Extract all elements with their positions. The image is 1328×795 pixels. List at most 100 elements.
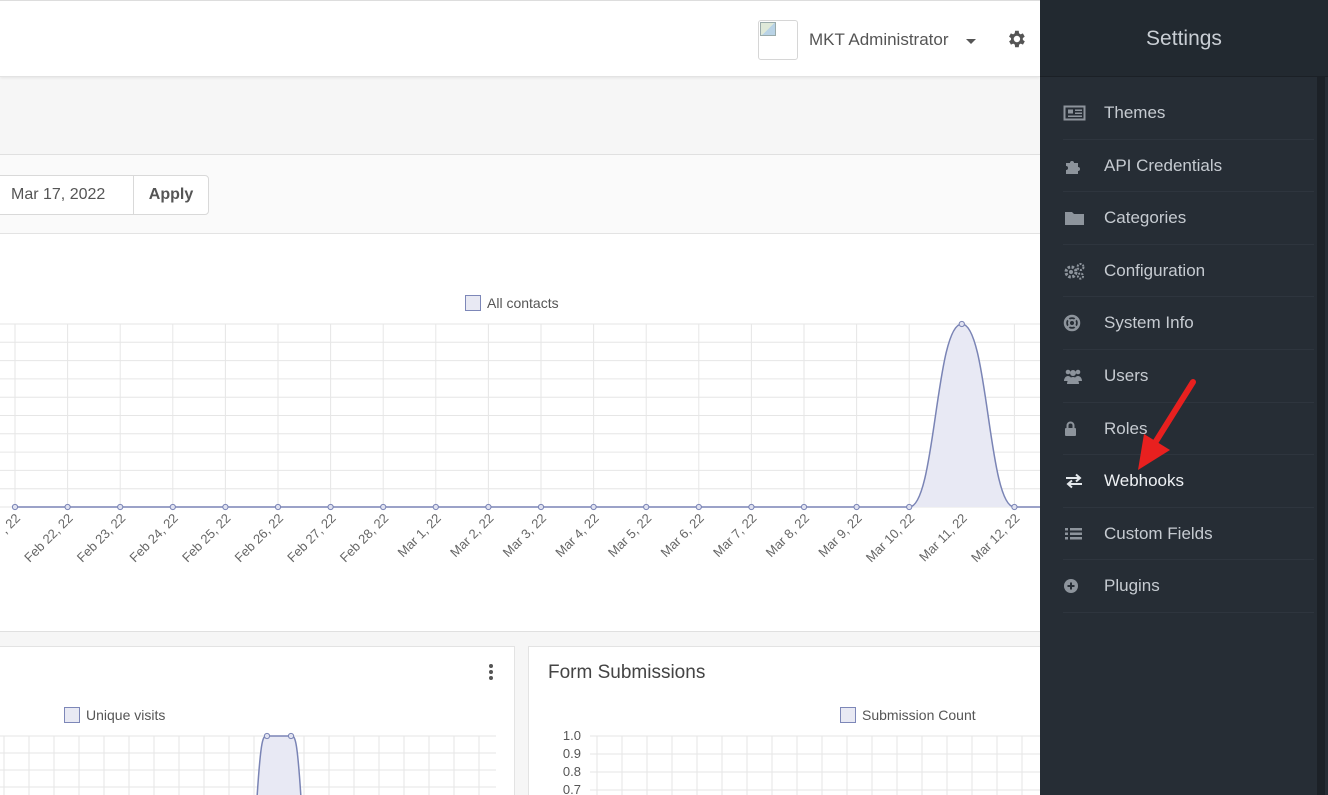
user-menu-name[interactable]: MKT Administrator: [809, 30, 949, 49]
broken-image-icon: [760, 22, 776, 36]
settings-item-system-info[interactable]: System Info: [1063, 297, 1314, 350]
data-point: [748, 503, 755, 511]
settings-item-label: Custom Fields: [1104, 523, 1213, 543]
data-point: [274, 503, 282, 511]
settings-title: Settings: [1146, 27, 1222, 50]
data-point: [117, 503, 124, 511]
visits-chart: [0, 732, 496, 795]
data-point: [695, 503, 702, 511]
x-tick-label: Mar 7, 22: [710, 511, 759, 560]
apply-button[interactable]: Apply: [133, 175, 209, 215]
chart-legend[interactable]: All contacts: [465, 295, 559, 311]
data-point: [11, 503, 19, 511]
x-tick-label: Mar 10, 22: [863, 511, 918, 566]
visits-grid: [0, 735, 496, 795]
lock-icon: [1065, 421, 1076, 436]
x-tick-label: Mar 9, 22: [815, 511, 864, 560]
panel-title: Form Submissions: [548, 662, 706, 683]
y-tick-label: 0.9: [563, 746, 581, 761]
legend-label: All contacts: [487, 295, 559, 311]
settings-header: Settings: [1040, 0, 1328, 77]
x-tick-label: Feb 23, 22: [74, 511, 129, 566]
legend-swatch: [465, 295, 481, 311]
x-tick-label: Feb 26, 22: [232, 511, 287, 566]
x-tick-label: Mar 4, 22: [552, 511, 601, 560]
data-point: [800, 503, 808, 511]
x-tick-label: Mar 1, 22: [394, 511, 443, 560]
settings-item-label: Configuration: [1104, 260, 1206, 280]
legend-swatch: [840, 707, 856, 723]
x-tick-label: Mar 5, 22: [605, 511, 654, 560]
x-tick-label: Mar 6, 22: [657, 511, 706, 560]
page-subheader: [0, 78, 1040, 155]
data-point: [64, 503, 71, 511]
exchange-icon: [1066, 473, 1082, 489]
settings-item-users[interactable]: Users: [1063, 350, 1314, 403]
x-tick-label: Mar 11, 22: [916, 511, 970, 565]
y-tick-label: 0.7: [563, 782, 581, 795]
x-tick-label: Mar 2, 22: [447, 511, 496, 560]
settings-item-themes[interactable]: Themes: [1063, 87, 1314, 140]
visits-area: [256, 735, 302, 795]
x-tick-label: Mar 12, 22: [968, 511, 1023, 566]
x-tick-label: Feb 22, 22: [21, 511, 76, 566]
series-area: [15, 324, 1040, 507]
data-point: [1011, 503, 1018, 511]
caret-down-icon[interactable]: [966, 39, 976, 44]
settings-scrollbar[interactable]: [1317, 77, 1325, 795]
settings-item-label: System Info: [1104, 313, 1194, 333]
chart-grid: [0, 323, 1040, 508]
settings-item-plugins[interactable]: Plugins: [1063, 560, 1314, 613]
settings-item-label: Categories: [1104, 208, 1187, 228]
settings-item-label: Themes: [1104, 103, 1166, 122]
x-tick-label: , 22: [0, 511, 23, 537]
settings-item-categories[interactable]: Categories: [1063, 192, 1314, 245]
data-point: [380, 503, 387, 511]
visits-legend[interactable]: Unique visits: [64, 707, 165, 723]
settings-item-label: Plugins: [1104, 576, 1160, 596]
legend-swatch: [64, 707, 80, 723]
data-point: [537, 503, 545, 511]
settings-item-webhooks[interactable]: Webhooks: [1063, 455, 1314, 508]
date-to-input[interactable]: Mar 17, 2022: [0, 175, 134, 215]
x-tick-label: Feb 28, 22: [337, 511, 392, 566]
life-ring-icon: [1063, 315, 1081, 332]
top-header: MKT Administrator: [0, 0, 1040, 77]
user-avatar[interactable]: [758, 20, 798, 60]
gear-icon[interactable]: [1005, 28, 1027, 50]
data-point: [263, 732, 271, 740]
form-submissions-chart: 1.0 0.9 0.8 0.7: [563, 728, 1040, 795]
data-point: [590, 503, 597, 511]
x-tick-label: Feb 27, 22: [284, 511, 339, 566]
settings-item-roles[interactable]: Roles: [1063, 403, 1314, 456]
x-tick-label: Mar 3, 22: [500, 511, 549, 560]
data-point: [906, 503, 913, 511]
submissions-legend[interactable]: Submission Count: [840, 707, 976, 723]
x-tick-label: Feb 25, 22: [179, 511, 234, 566]
newspaper-icon: [1063, 105, 1086, 121]
puzzle-icon: [1066, 160, 1080, 174]
x-tick-label: Feb 24, 22: [126, 511, 181, 566]
settings-item-api-credentials[interactable]: API Credentials: [1063, 140, 1314, 193]
settings-item-configuration[interactable]: Configuration: [1063, 245, 1314, 298]
series-line: [15, 323, 1040, 508]
data-point: [327, 503, 334, 511]
settings-item-custom-fields[interactable]: Custom Fields: [1063, 508, 1314, 561]
form-grid: [590, 735, 1040, 795]
plus-circle-icon: [1064, 579, 1078, 594]
data-point: [643, 503, 650, 511]
data-point: [958, 320, 965, 328]
legend-label: Submission Count: [862, 707, 976, 723]
data-point: [169, 503, 176, 511]
settings-item-label: Roles: [1104, 418, 1148, 438]
settings-item-label: Users: [1104, 365, 1149, 385]
x-tick-label: Mar 8, 22: [763, 511, 812, 560]
y-tick-label: 0.8: [563, 764, 581, 779]
list-icon: [1065, 527, 1082, 540]
data-point: [287, 732, 295, 740]
y-tick-label: 1.0: [563, 728, 581, 743]
contacts-chart-panel: [0, 234, 1040, 632]
data-point: [853, 503, 860, 511]
kebab-menu-icon[interactable]: [488, 664, 494, 682]
